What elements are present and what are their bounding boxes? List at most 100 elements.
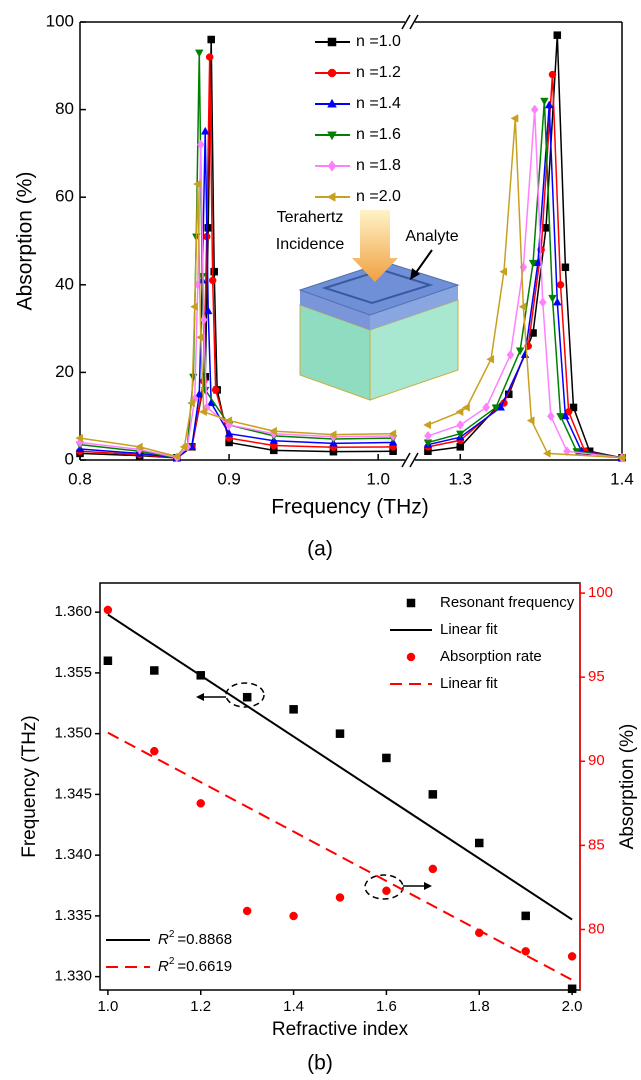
marker <box>179 442 188 452</box>
marker <box>567 984 577 994</box>
marker <box>567 952 577 961</box>
marker <box>204 224 212 232</box>
marker <box>428 864 438 874</box>
marker <box>242 692 252 702</box>
marker <box>547 411 555 422</box>
marker <box>491 404 501 413</box>
analyte-pointer <box>414 249 433 275</box>
y-axis-title: Absorption (%) <box>14 172 37 311</box>
marker <box>423 420 431 430</box>
resonator <box>321 268 434 305</box>
legend-label: Absorption rate <box>440 648 542 665</box>
marker <box>563 446 571 457</box>
legend-label: n =1.0 <box>356 33 401 50</box>
marker <box>103 605 113 615</box>
y-tick-label: 0 <box>65 449 74 468</box>
marker <box>548 294 557 303</box>
marker <box>134 442 143 452</box>
y-tick-label: 1.335 <box>54 907 92 924</box>
marker <box>194 389 204 398</box>
legend-label: Linear fit <box>440 675 498 692</box>
marker <box>553 31 562 39</box>
marker <box>542 224 550 232</box>
axis-break <box>409 14 419 30</box>
inset-label: Analyte <box>405 228 458 245</box>
marker <box>561 263 570 272</box>
inset-diagram <box>298 210 460 401</box>
marker <box>569 403 578 412</box>
y2-tick-label: 95 <box>588 668 605 685</box>
marker <box>520 350 530 358</box>
legend-label: n =1.6 <box>356 126 401 143</box>
stat-exponent: 2 <box>169 929 175 940</box>
y-tick-label: 100 <box>46 11 74 30</box>
y2-tick-label: 80 <box>588 920 605 937</box>
x-tick-label: 1.6 <box>376 998 397 1015</box>
marker <box>289 705 298 714</box>
fit-line <box>107 731 573 981</box>
marker <box>205 53 214 61</box>
marker <box>75 433 84 443</box>
x-tick-label: 1.0 <box>366 469 390 488</box>
y2-tick-label: 100 <box>588 584 613 601</box>
marker <box>530 104 539 115</box>
marker <box>150 666 159 675</box>
marker <box>515 347 525 356</box>
dashed-ellipse <box>364 874 404 900</box>
marker <box>335 729 345 738</box>
dashed-ellipse <box>225 682 265 708</box>
stat-value: =0.6619 <box>177 958 232 975</box>
y-tick-label: 20 <box>55 362 74 381</box>
marker <box>540 97 549 106</box>
series-line <box>79 57 394 459</box>
marker <box>326 192 336 202</box>
series-line <box>427 118 623 459</box>
marker <box>556 281 565 289</box>
marker <box>203 306 213 315</box>
y-tick-label: 60 <box>55 187 74 206</box>
marker <box>499 267 507 276</box>
marker <box>528 259 538 268</box>
fit-line <box>107 613 573 921</box>
panel-label: (a) <box>307 538 333 561</box>
marker <box>518 302 527 311</box>
marker <box>269 426 277 436</box>
analyte-top <box>298 261 460 316</box>
marker <box>510 114 519 123</box>
marker <box>548 70 557 79</box>
marker <box>200 126 210 135</box>
marker <box>328 430 337 439</box>
marker <box>187 398 195 408</box>
analyte-left <box>300 290 370 330</box>
legend-label: Linear fit <box>440 621 498 638</box>
series-line <box>427 109 623 459</box>
marker <box>211 386 220 394</box>
marker <box>456 430 465 439</box>
stat-value: =0.8868 <box>177 931 232 948</box>
x-tick-label: 1.4 <box>283 998 304 1015</box>
analyte-pointer-head <box>410 268 420 280</box>
marker <box>327 160 337 172</box>
marker <box>207 35 215 44</box>
marker <box>150 746 159 756</box>
marker <box>190 302 198 311</box>
marker <box>103 656 113 666</box>
marker <box>538 297 547 308</box>
marker <box>289 911 298 921</box>
axis-break <box>409 452 419 468</box>
marker <box>335 893 345 902</box>
marker <box>224 416 233 425</box>
y2-axis-title: Absorption (%) <box>617 724 638 850</box>
series-line <box>79 52 394 459</box>
legend-label: n =2.0 <box>356 188 401 205</box>
marker <box>553 297 562 306</box>
x-tick-label: 2.0 <box>562 998 583 1015</box>
marker <box>521 947 530 956</box>
marker <box>521 911 530 921</box>
x-axis-title: Frequency (THz) <box>271 496 429 519</box>
marker <box>456 443 465 451</box>
annotations <box>196 682 432 900</box>
marker <box>544 100 554 109</box>
y-tick-label: 40 <box>55 274 74 293</box>
